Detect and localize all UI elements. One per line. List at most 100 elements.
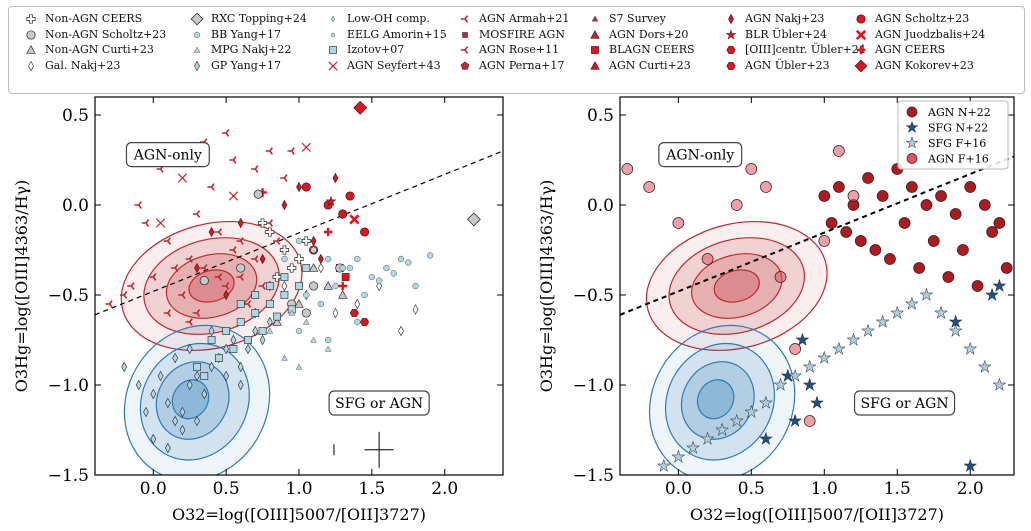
data-point (237, 217, 244, 229)
data-point (172, 352, 179, 364)
data-point (846, 332, 861, 347)
inner-legend-label: AGN F+16 (927, 153, 989, 166)
data-point (397, 255, 405, 263)
data-point (412, 304, 419, 315)
data-point (338, 209, 348, 219)
data-point (323, 281, 333, 290)
data-point (773, 377, 788, 392)
data-point (993, 217, 1006, 229)
data-point (671, 449, 686, 464)
data-point (253, 189, 263, 199)
annotation-text: AGN-only (665, 148, 734, 164)
data-point (349, 214, 360, 225)
data-point (143, 406, 149, 418)
legend-label: AGN Perna+17 (479, 58, 565, 72)
data-point (258, 282, 266, 290)
data-point (831, 341, 846, 356)
y-tick-label: −0.5 (48, 286, 89, 306)
data-point (192, 309, 201, 317)
data-point (324, 336, 332, 344)
data-point (280, 174, 288, 182)
inner-legend-label: SFG F+16 (928, 137, 986, 150)
data-point (244, 336, 252, 344)
legend-marker (460, 15, 469, 23)
legend-marker-icon (590, 29, 600, 39)
legend-marker-icon (193, 31, 201, 38)
data-point (251, 165, 259, 173)
data-point (296, 181, 302, 193)
data-point (301, 236, 311, 246)
y-axis-label: O3Hg=log([OIII]4363/Hγ) (537, 180, 556, 393)
data-point (405, 259, 412, 266)
data-point (346, 264, 354, 272)
data-point (150, 388, 157, 400)
series (466, 212, 481, 227)
data-point (788, 413, 803, 428)
data-point (119, 291, 128, 299)
data-point (272, 237, 281, 245)
data-point (376, 280, 383, 292)
data-point (875, 314, 890, 329)
data-point (317, 262, 324, 274)
data-point (890, 305, 905, 320)
data-point (833, 145, 845, 157)
data-point (317, 300, 325, 308)
data-point (301, 182, 311, 192)
legend-marker (26, 14, 36, 24)
demarcation-line (620, 155, 1014, 316)
annotation-text: AGN-only (133, 148, 202, 164)
series (621, 145, 860, 427)
annotation-box (328, 390, 430, 416)
data-point (287, 147, 295, 155)
data-point (869, 244, 882, 256)
annotation-box (658, 142, 743, 168)
legend-marker-icon (328, 60, 338, 71)
legend-label: MOSFIRE AGN (479, 27, 565, 41)
data-point (193, 363, 201, 371)
legend-marker (329, 46, 337, 54)
x-tick-label: 2.0 (431, 479, 458, 499)
x-tick-label: 1.0 (811, 479, 838, 499)
data-point (258, 218, 268, 228)
data-point (758, 431, 773, 446)
data-point (876, 190, 889, 202)
data-point (332, 307, 339, 319)
data-point (121, 361, 128, 373)
data-point (935, 190, 947, 202)
series (758, 278, 1007, 473)
data-point (354, 298, 361, 310)
series (325, 195, 337, 207)
data-point (229, 156, 237, 164)
legend-label: AGN Scholtz+23 (875, 12, 970, 25)
legend-marker (462, 31, 468, 38)
data-point (301, 308, 311, 318)
legend-marker-icon (460, 60, 470, 70)
data-point (360, 318, 370, 326)
data-point (338, 290, 348, 299)
legend-label: AGN Nakj+23 (745, 12, 825, 25)
legend-marker (26, 29, 36, 40)
data-point (927, 235, 940, 247)
data-point (295, 282, 303, 290)
x-tick-label: 1.5 (884, 479, 911, 499)
inner-legend-marker (906, 106, 918, 118)
data-point (818, 235, 831, 247)
data-point (933, 305, 949, 320)
legend-label: BB Yang+17 (211, 27, 281, 41)
legend-marker-icon (460, 15, 469, 23)
data-point (208, 361, 215, 373)
data-point (208, 325, 215, 337)
legend-label: Non-AGN CEERS (45, 12, 143, 25)
data-point (324, 255, 332, 263)
legend-marker-icon (190, 12, 204, 26)
data-point (194, 262, 200, 274)
x-axis-label: O32=log([OIII]5007/[OII]3727) (172, 505, 426, 524)
data-point (186, 343, 193, 355)
data-point (802, 377, 817, 392)
inner-legend-box (897, 100, 1009, 170)
legend-marker-icon (28, 60, 34, 71)
data-point (223, 343, 230, 355)
data-point (105, 300, 113, 308)
data-point (992, 278, 1007, 293)
data-point (744, 404, 759, 419)
